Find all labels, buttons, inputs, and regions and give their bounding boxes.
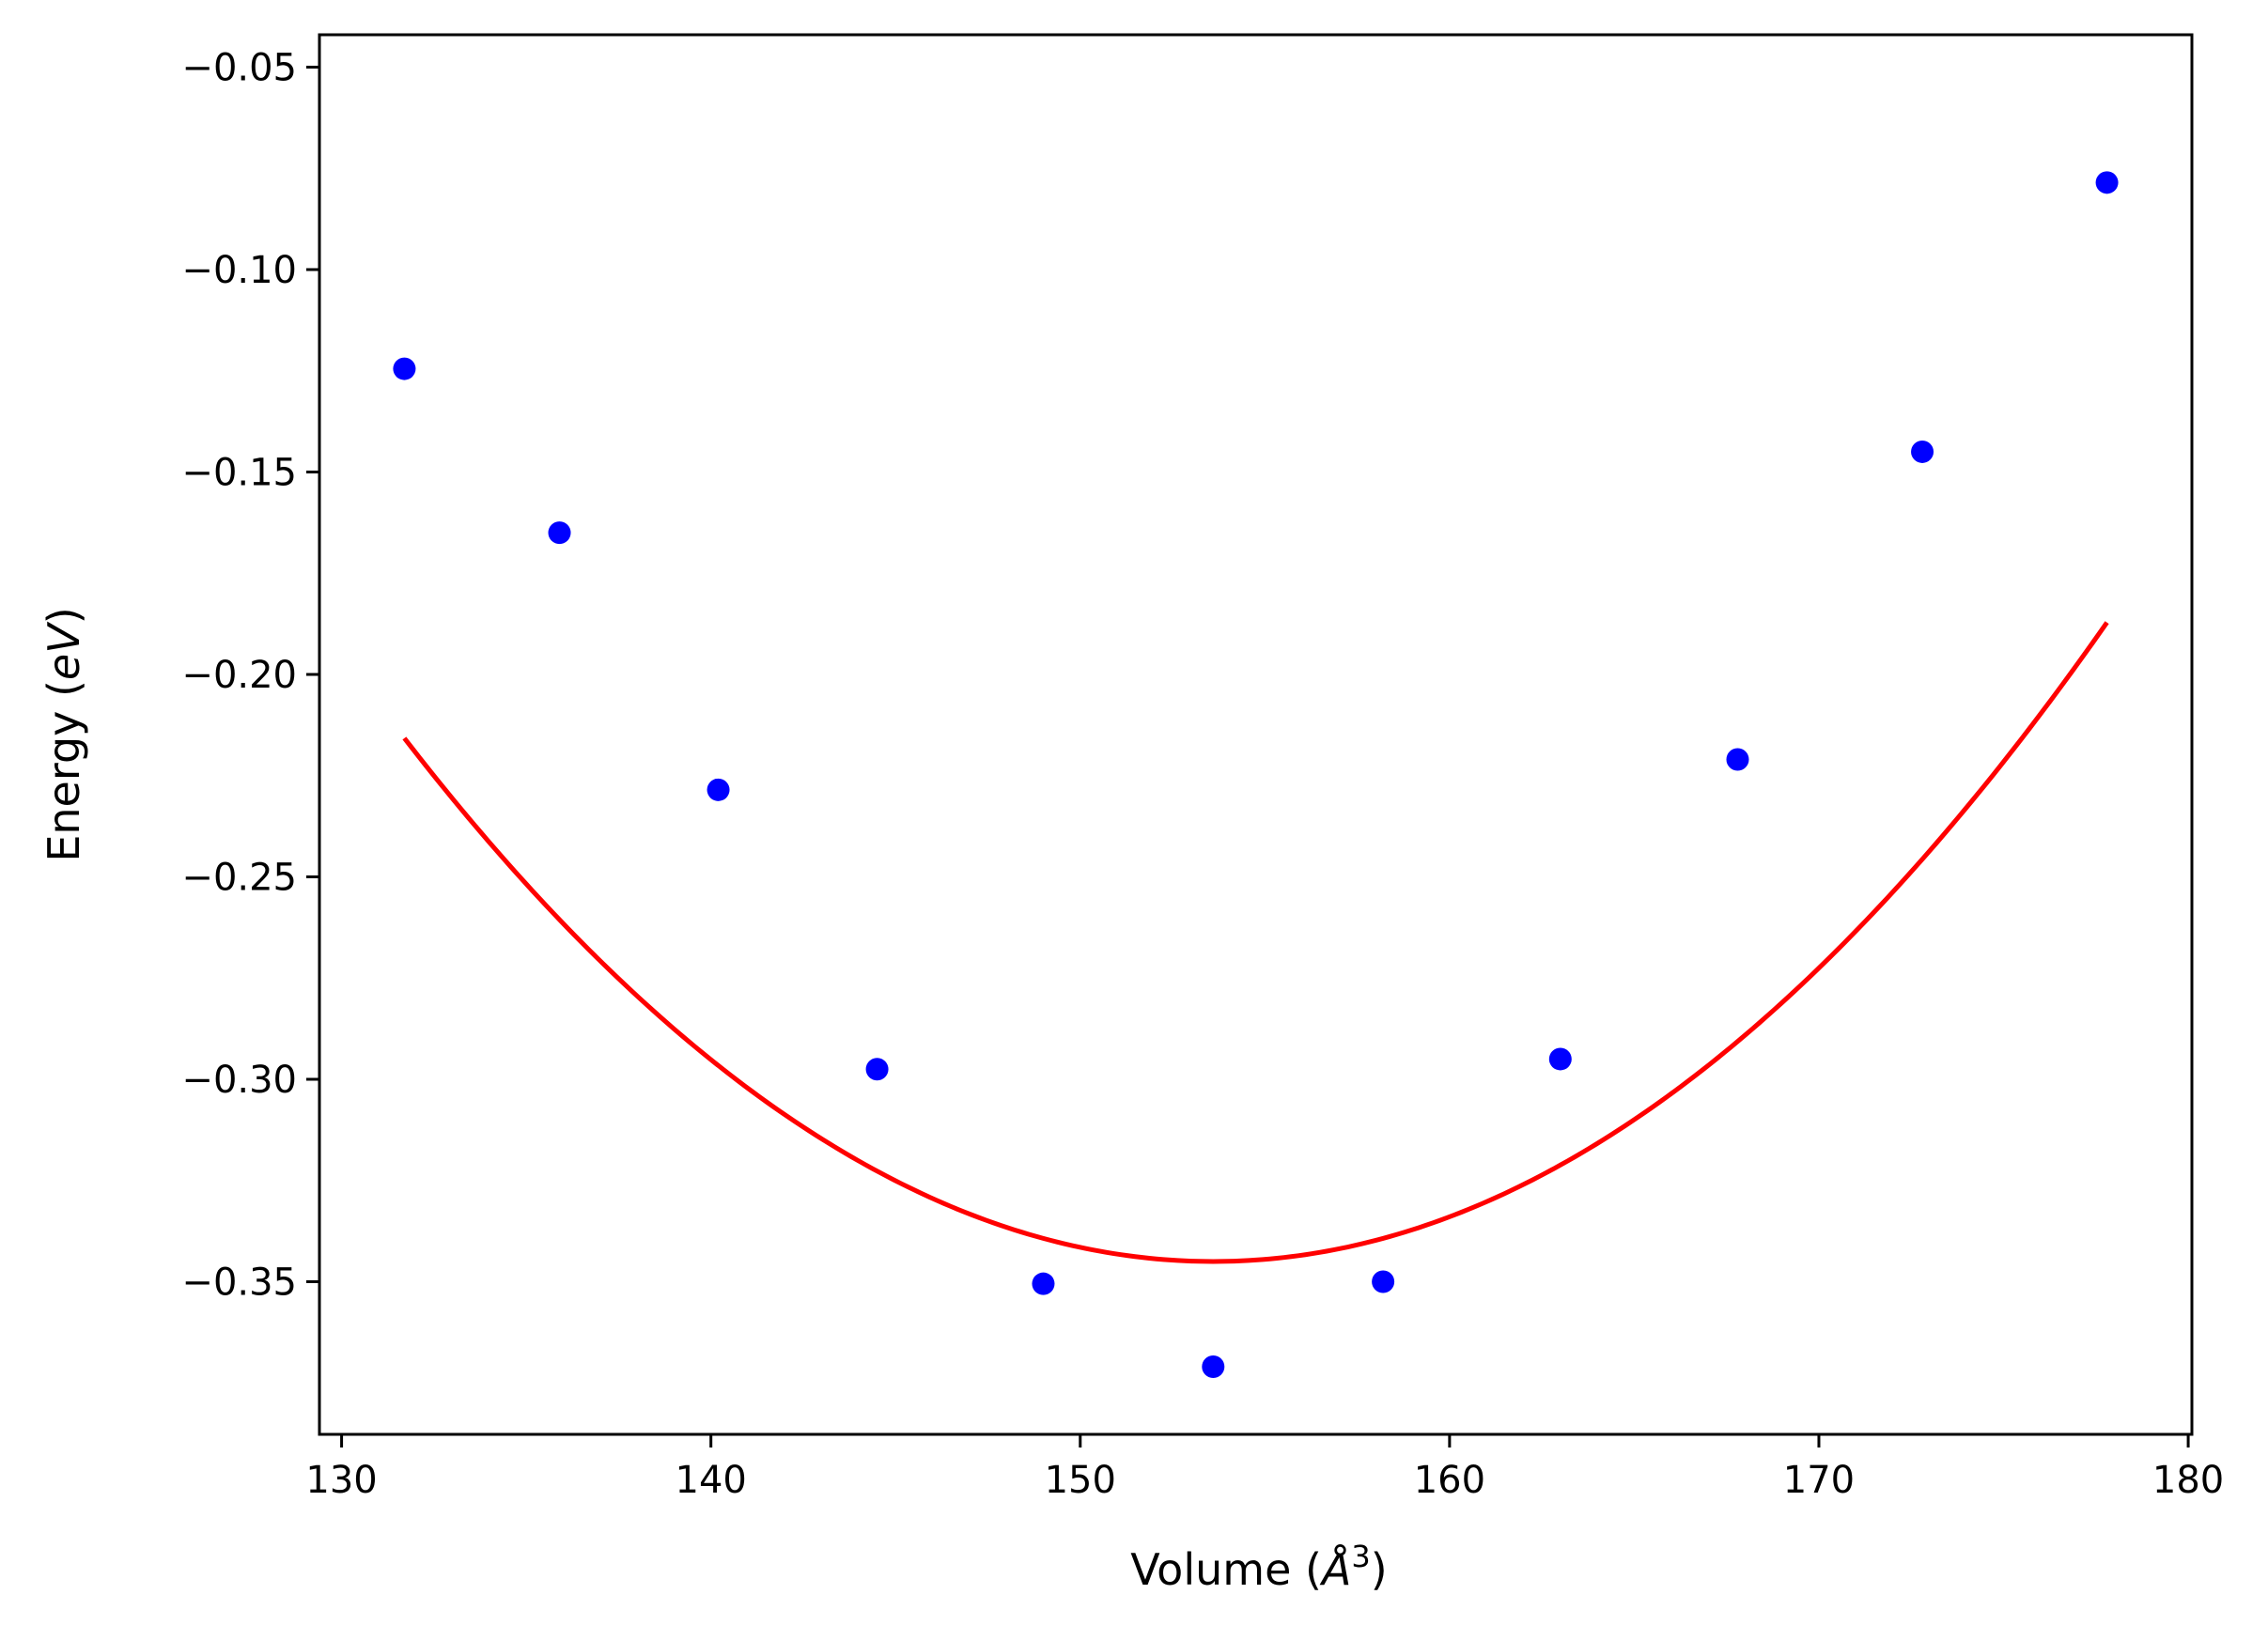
x-tick-label: 160 [1414,1459,1485,1502]
y-tick-label: −0.10 [181,249,297,292]
x-tick-label: 180 [2152,1459,2224,1502]
scatter-point [393,357,416,380]
y-tick-label: −0.35 [181,1262,297,1305]
scatter-point [1202,1355,1225,1379]
y-axis-ticks: −0.05 −0.10 −0.15 −0.20 −0.25 −0.30 −0.35 [181,46,319,1305]
scatter-point [1548,1047,1572,1071]
x-axis-label: Volume (Å3) [1130,1539,1387,1595]
scatter-point [548,521,571,545]
y-tick-label: −0.30 [181,1059,297,1102]
y-tick-label: −0.05 [181,46,297,89]
fit-curve-line [402,621,2109,1264]
x-tick-label: 130 [305,1459,377,1502]
scatter-point [707,778,730,801]
x-tick-label: 170 [1783,1459,1855,1502]
plot-area-frame [318,33,2194,1436]
x-axis-label-close: ) [1371,1544,1388,1595]
x-axis-label-symbol: Å [1319,1544,1351,1595]
y-tick-label: −0.20 [181,654,297,697]
scatter-point [1911,440,1934,463]
scatter-point [1726,748,1749,771]
y-tick-label: −0.25 [181,856,297,899]
x-axis-label-text: Volume ( [1130,1544,1322,1595]
y-tick-label: −0.15 [181,451,297,494]
x-axis-label-exponent: 3 [1351,1539,1370,1574]
scatter-point [865,1058,889,1081]
scatter-point [1372,1270,1395,1293]
y-axis-label: Energy (eV) [39,607,89,861]
x-axis-ticks: 130 140 150 160 170 180 [305,1434,2224,1502]
x-tick-label: 140 [676,1459,747,1502]
scatter-points-layer [393,171,2119,1379]
x-tick-label: 150 [1045,1459,1116,1502]
scatter-point [1032,1272,1055,1295]
scatter-point [2095,171,2119,194]
fit-curve-layer [402,621,2109,1264]
y-axis-label-unit: eV [39,621,89,680]
y-axis-label-close: ) [39,607,89,624]
y-axis-label-text: Energy ( [39,680,89,862]
